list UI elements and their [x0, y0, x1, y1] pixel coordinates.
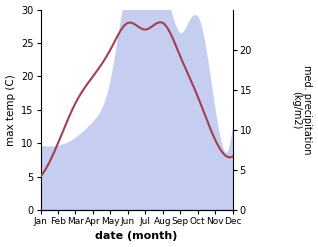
Y-axis label: max temp (C): max temp (C)	[5, 74, 16, 146]
Y-axis label: med. precipitation
(kg/m2): med. precipitation (kg/m2)	[291, 65, 313, 155]
X-axis label: date (month): date (month)	[95, 231, 178, 242]
